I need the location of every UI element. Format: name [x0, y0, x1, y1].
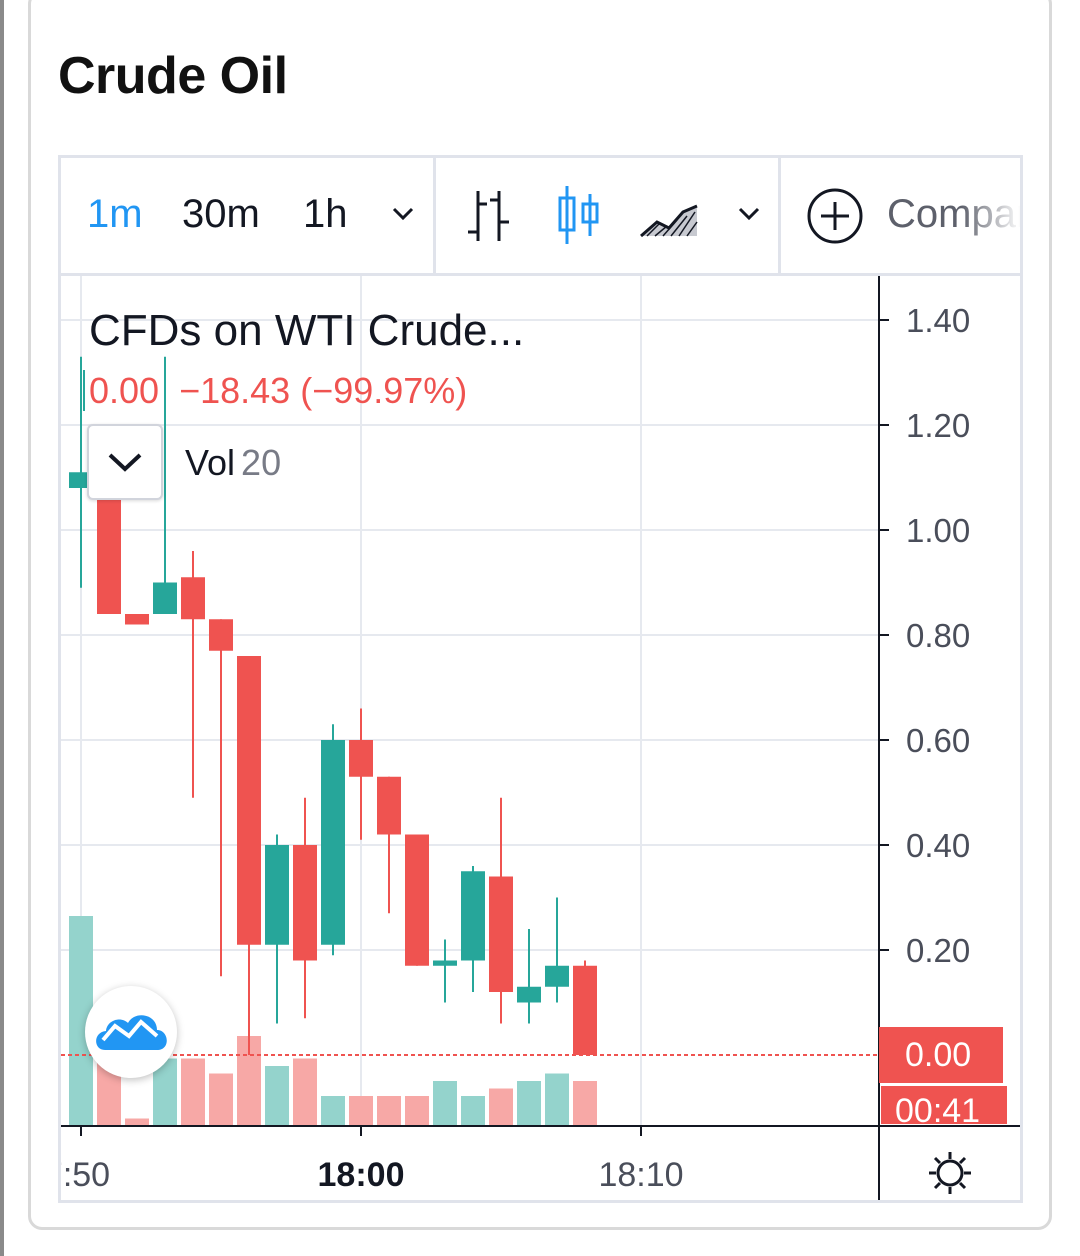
- page-title: Crude Oil: [58, 47, 288, 105]
- candle-body: [433, 960, 457, 966]
- candle-body: [209, 619, 233, 651]
- price-tick-label: 0.40: [906, 827, 970, 864]
- price-tick-label: 1.40: [906, 302, 970, 339]
- volume-bar: [545, 1073, 569, 1126]
- volume-value: 20: [241, 442, 282, 483]
- screen-edge: [0, 0, 4, 1256]
- volume-bar: [349, 1096, 373, 1126]
- volume-bar: [209, 1073, 233, 1126]
- volume-bar: [405, 1096, 429, 1126]
- volume-bar: [517, 1081, 541, 1126]
- candle-body: [349, 740, 373, 777]
- candle-body: [321, 740, 345, 945]
- time-tick-label: 18:10: [598, 1156, 683, 1194]
- candle-body: [97, 488, 121, 614]
- volume-bar: [433, 1081, 457, 1126]
- volume-bar: [489, 1088, 513, 1126]
- candle-body: [461, 871, 485, 961]
- candle-body: [545, 965, 569, 987]
- volume-bar: [461, 1096, 485, 1126]
- candle-body: [153, 582, 177, 614]
- time-tick-label: 18:00: [318, 1156, 405, 1194]
- volume-bar: [181, 1058, 205, 1126]
- price-tick-label: 1.20: [906, 407, 970, 444]
- toolbar-fade: [961, 158, 1020, 270]
- volume-label: Vol: [185, 442, 236, 483]
- cloud-chart-icon: [96, 1015, 167, 1050]
- price-tick-label: 1.00: [906, 512, 970, 549]
- tradingview-logo[interactable]: [85, 986, 177, 1078]
- candle-body: [377, 776, 401, 835]
- volume-bar: [573, 1081, 597, 1126]
- volume-legend[interactable]: Vol 20: [185, 442, 281, 484]
- volume-bar: [265, 1066, 289, 1126]
- candle-body: [265, 845, 289, 945]
- time-tick-label: 17:50: [61, 1156, 110, 1194]
- price-tick-label: 0.20: [906, 932, 970, 969]
- chevron-down-icon[interactable]: [737, 206, 761, 222]
- legend-last-price: 0.00: [83, 370, 160, 411]
- candles-icon[interactable]: [555, 184, 603, 246]
- toolbar-separator: [433, 158, 436, 273]
- candle-body: [517, 986, 541, 1003]
- candle-body: [405, 834, 429, 966]
- legend-values: 0.00 −18.43 (−99.97%): [83, 370, 467, 412]
- timeframe-30m-button[interactable]: 30m: [182, 192, 260, 236]
- toolbar-separator: [778, 158, 781, 273]
- volume-bar: [293, 1058, 317, 1126]
- chevron-down-icon[interactable]: [391, 206, 415, 222]
- plus-circle-icon[interactable]: [806, 187, 864, 245]
- timeframe-1h-button[interactable]: 1h: [303, 192, 348, 236]
- area-icon[interactable]: [639, 196, 701, 240]
- legend-change: −18.43 (−99.97%): [179, 370, 468, 411]
- candle-body: [237, 656, 261, 945]
- bars-icon[interactable]: [463, 188, 515, 244]
- gear-icon[interactable]: [927, 1150, 973, 1196]
- candle-body: [293, 845, 317, 961]
- candle-body: [573, 965, 597, 1055]
- volume-bar: [377, 1096, 401, 1126]
- price-chart[interactable]: 1.40 1.20 1.00 0.80 0.60 0.40 0.20 17:50 18:00 18…: [61, 276, 1020, 1203]
- collapse-legend-button[interactable]: [87, 424, 163, 500]
- candle-body: [125, 614, 149, 625]
- price-tick-label: 0.80: [906, 617, 970, 654]
- volume-bar: [321, 1096, 345, 1126]
- candle-body: [489, 876, 513, 992]
- timeframe-1m-button[interactable]: 1m: [87, 192, 143, 236]
- chart-widget: 1m 30m 1h: [58, 155, 1023, 1203]
- last-price-badge: 0.00: [879, 1027, 1003, 1083]
- volume-bar: [125, 1118, 149, 1126]
- chart-toolbar: 1m 30m 1h: [61, 158, 1020, 276]
- chevron-down-icon: [108, 453, 142, 472]
- countdown-badge: 00:41: [881, 1086, 1007, 1124]
- price-tick-label: 0.60: [906, 722, 970, 759]
- legend-symbol[interactable]: CFDs on WTI Crude...: [89, 306, 525, 355]
- candle-body: [181, 577, 205, 620]
